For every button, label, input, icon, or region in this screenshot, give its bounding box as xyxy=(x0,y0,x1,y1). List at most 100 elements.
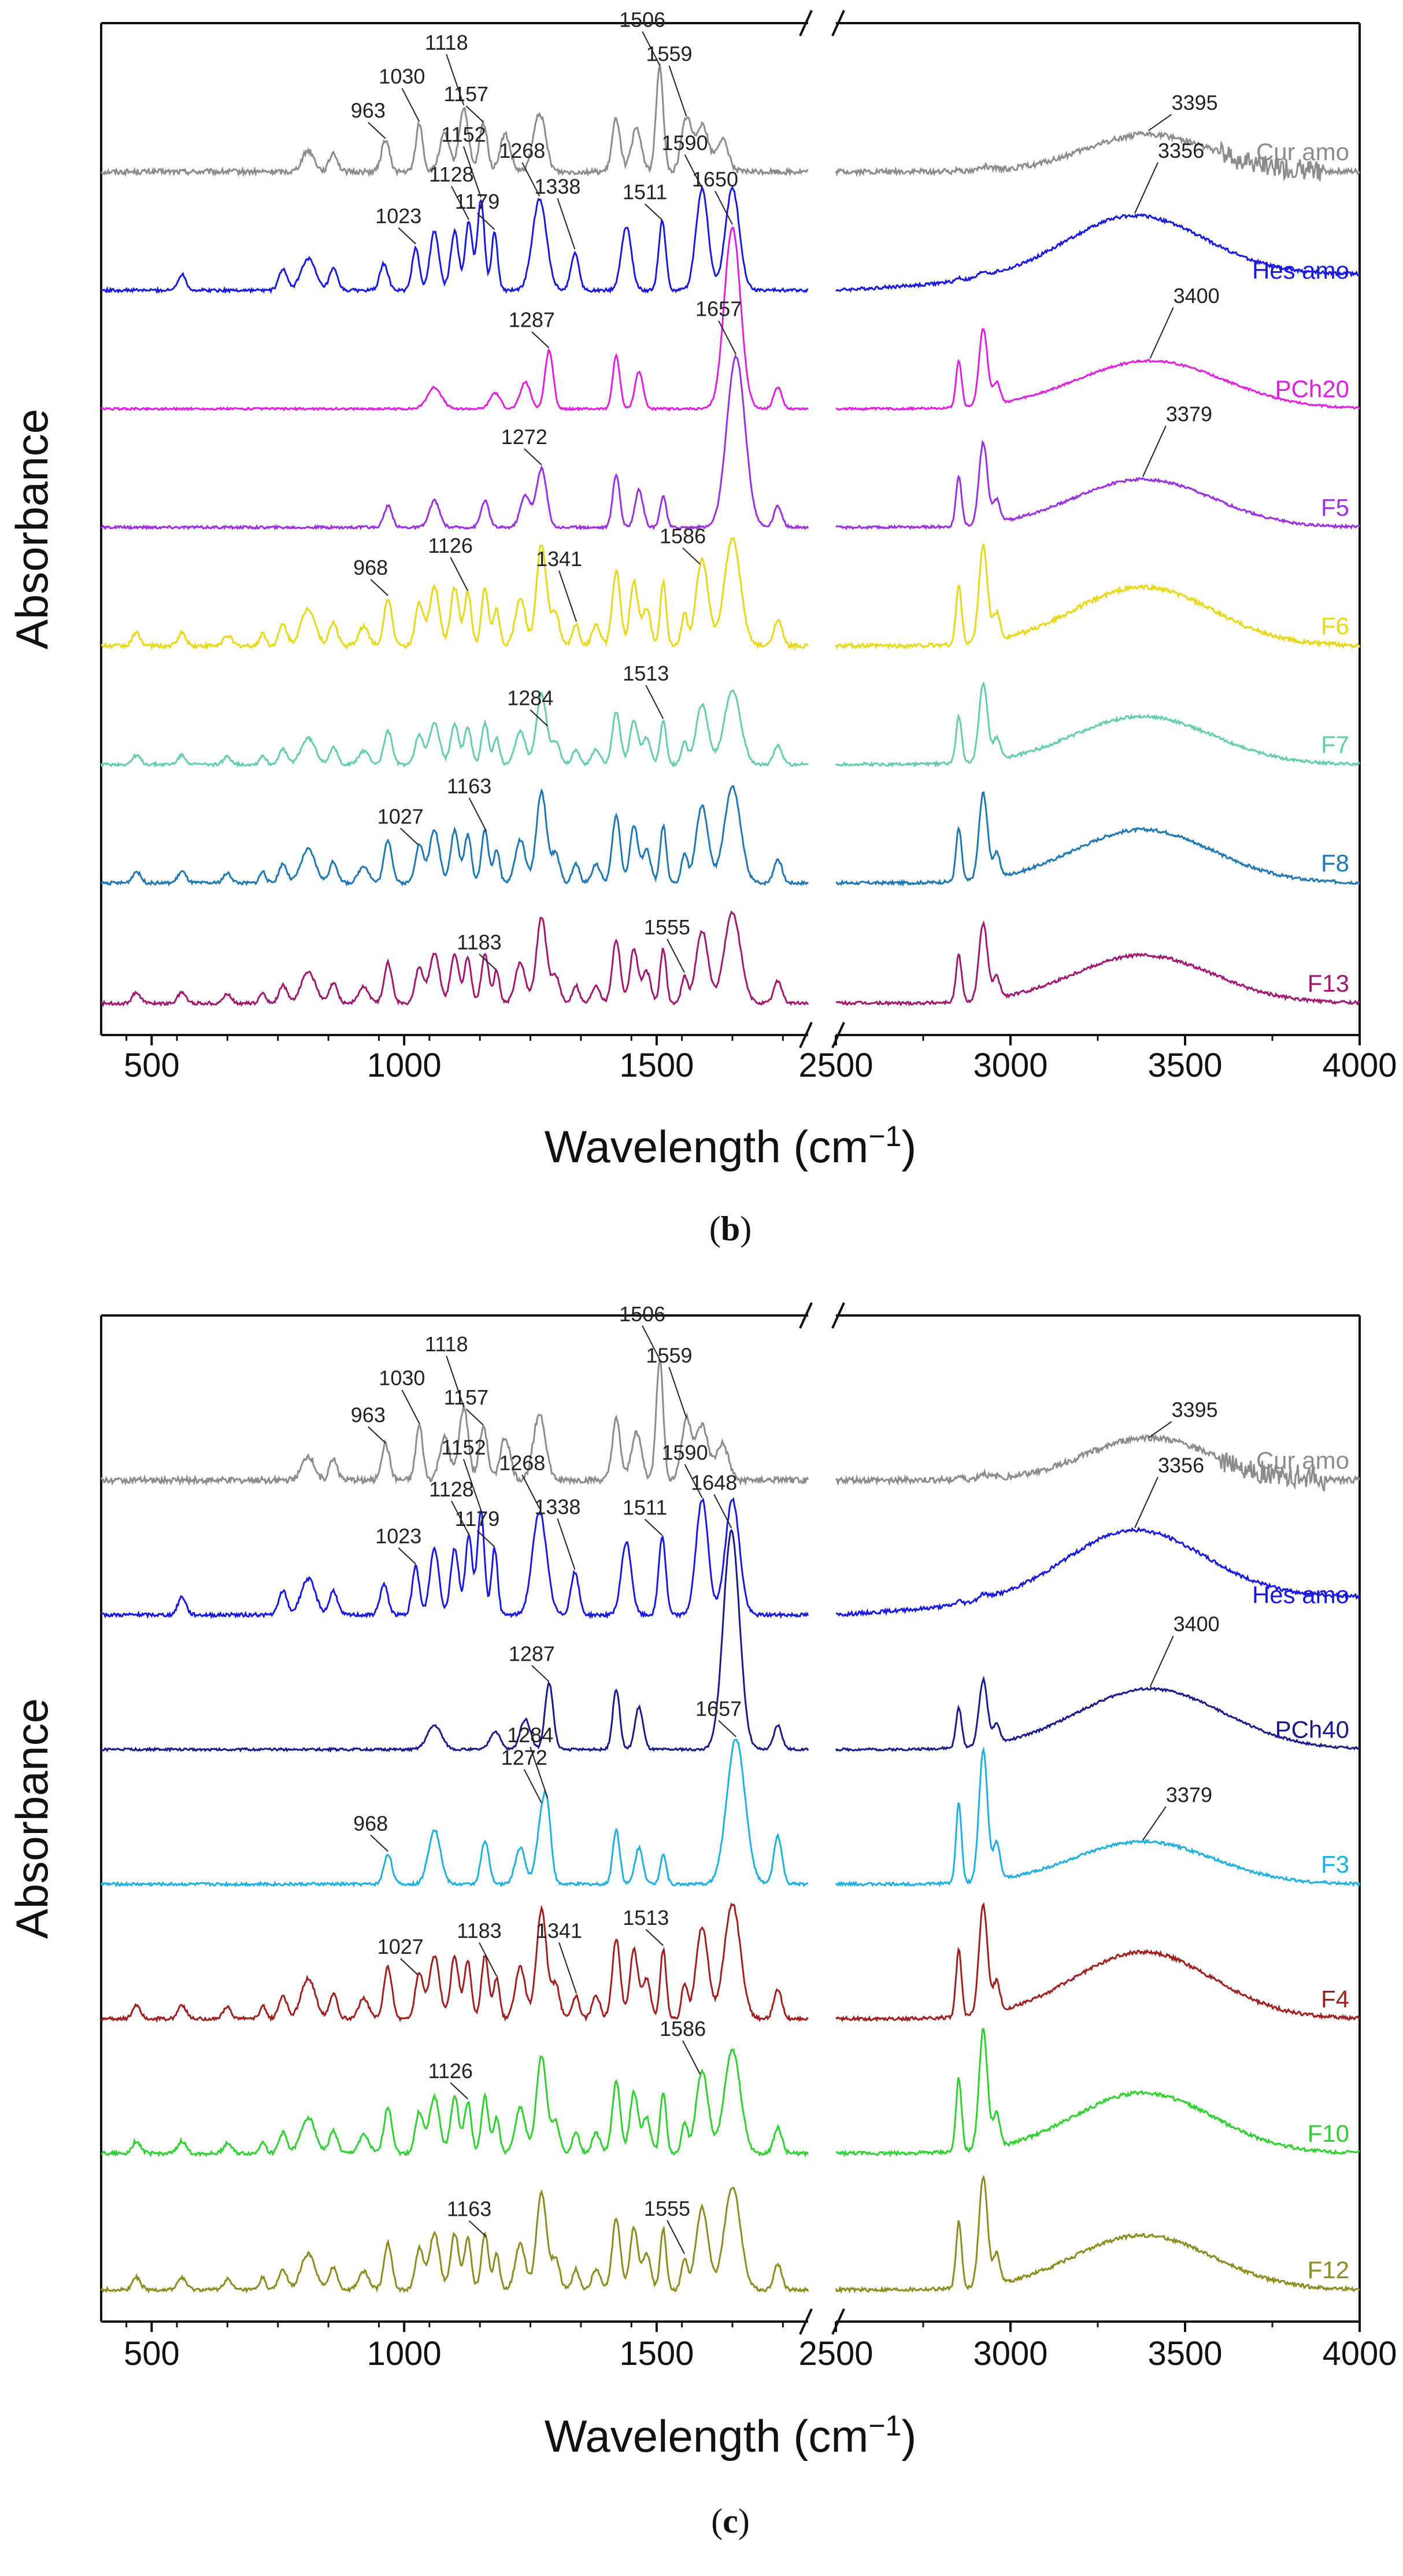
peak-leader-line xyxy=(713,1494,732,1529)
peak-leader-line xyxy=(684,154,703,189)
peak-label: 1118 xyxy=(425,31,468,54)
x-tick-label: 500 xyxy=(124,2335,180,2372)
peak-leader-line xyxy=(1142,1806,1167,1841)
peak-label: 1513 xyxy=(623,1906,669,1930)
spectrum-line-cur-amo-fingerprint xyxy=(100,63,809,178)
peak-leader-line xyxy=(370,579,388,596)
peak-leader-line xyxy=(1148,114,1172,131)
chart-panel-c: 500 1000 1500 2500 3000 3500 4000 Wavelength (c… xyxy=(6,1302,1397,2540)
axis-break-mark xyxy=(799,10,813,36)
spectrum-line-hes-amo-high-wavenumber xyxy=(835,213,1361,293)
spectrum-line-f4-fingerprint xyxy=(101,1902,809,2023)
peak-label: 1157 xyxy=(444,82,488,106)
peak-label: 1586 xyxy=(660,2017,706,2041)
spectrum-line-pch40-fingerprint xyxy=(101,1528,809,1753)
series-label: F4 xyxy=(1321,1985,1349,2012)
spectrum-line-pch20-fingerprint xyxy=(101,226,809,412)
peak-label: 1030 xyxy=(379,65,425,88)
peak-leader-line xyxy=(644,203,663,221)
peak-leader-line xyxy=(557,1518,576,1570)
peak-leader-line xyxy=(1149,1635,1174,1687)
peak-leader-line xyxy=(668,65,687,117)
spectrum-line-f8-high-wavenumber xyxy=(835,790,1361,887)
peak-label: 1284 xyxy=(507,686,553,710)
peak-label: 1023 xyxy=(375,1524,421,1548)
peak-label: 1555 xyxy=(644,915,690,939)
spectrum-line-f13-fingerprint xyxy=(101,910,809,1007)
peak-label: 1183 xyxy=(457,930,501,954)
peak-leader-line xyxy=(642,31,661,66)
peak-leader-line xyxy=(465,1409,484,1426)
spectrum-line-hes-amo-high-wavenumber xyxy=(835,1527,1361,1617)
x-tick-label: 3500 xyxy=(1147,2335,1222,2372)
spectrum-line-cur-amo-high-wavenumber xyxy=(835,130,1361,182)
peak-leader-line xyxy=(1134,162,1158,214)
peak-label: 1555 xyxy=(644,2197,690,2220)
peak-label: 1157 xyxy=(444,1385,488,1409)
peak-leader-line xyxy=(642,1325,661,1360)
peak-leader-line xyxy=(530,1746,549,1798)
spectrum-line-hes-amo-fingerprint xyxy=(101,184,809,294)
peak-label: 1650 xyxy=(692,167,738,191)
spectrum-line-hes-amo-fingerprint xyxy=(101,1496,809,1620)
peak-label: 1341 xyxy=(536,1919,582,1942)
peak-leader-line xyxy=(1149,307,1174,359)
peak-leader-line xyxy=(462,1459,482,1510)
peak-leader-line xyxy=(668,1367,687,1418)
peak-label: 1511 xyxy=(623,180,667,204)
peak-label: 3395 xyxy=(1172,1398,1218,1422)
x-tick-label: 3000 xyxy=(973,2335,1047,2372)
axis-break-mark xyxy=(831,2308,845,2335)
peak-leader-line xyxy=(450,557,469,592)
x-tick-label: 1500 xyxy=(619,1047,694,1084)
x-tick-label: 500 xyxy=(124,1047,180,1084)
peak-label: 1126 xyxy=(428,2059,473,2083)
peak-label: 3356 xyxy=(1158,139,1204,162)
axis-break-mark xyxy=(799,1302,813,1329)
peak-label: 1027 xyxy=(377,804,424,828)
spectrum-line-cur-amo-high-wavenumber xyxy=(835,1433,1361,1492)
peak-label: 1152 xyxy=(441,1435,486,1459)
spectrum-line-f3-fingerprint xyxy=(100,1738,809,1888)
axis-break-mark xyxy=(799,2308,813,2335)
spectrum-line-f6-fingerprint xyxy=(101,537,809,652)
peak-leader-line xyxy=(715,190,733,225)
spectrum-line-f5-fingerprint xyxy=(101,354,809,531)
y-axis-title: Absorbance xyxy=(6,1698,57,1939)
peak-leader-line xyxy=(1148,1421,1172,1439)
y-axis-title: Absorbance xyxy=(6,409,57,649)
peak-label: 1511 xyxy=(623,1495,667,1519)
peak-label: 1559 xyxy=(646,42,692,66)
peak-leader-line xyxy=(398,1547,416,1565)
spectrum-line-pch20-high-wavenumber xyxy=(835,328,1361,412)
peak-leader-line xyxy=(400,1958,419,1975)
peak-leader-line xyxy=(446,1355,465,1407)
spectrum-line-f7-high-wavenumber xyxy=(835,681,1361,768)
peak-leader-line xyxy=(468,2220,487,2238)
axis-break-mark xyxy=(831,1302,845,1329)
peak-label: 1152 xyxy=(441,123,486,146)
series-label: Hes amo xyxy=(1252,1581,1349,1609)
peak-leader-line xyxy=(682,2040,701,2075)
peak-leader-line xyxy=(451,1500,469,1535)
peak-label: 3379 xyxy=(1166,1783,1212,1806)
peak-label: 1183 xyxy=(457,1919,501,1943)
axis-break-mark xyxy=(831,1022,845,1048)
peak-label: 1287 xyxy=(509,308,555,332)
peak-label: 1163 xyxy=(447,774,491,798)
peak-leader-line xyxy=(521,1474,541,1509)
peak-leader-line xyxy=(476,1530,495,1547)
peak-leader-line xyxy=(462,146,482,198)
peak-label: 963 xyxy=(351,99,386,123)
series-label: F5 xyxy=(1321,494,1349,521)
peak-leader-line xyxy=(479,953,497,971)
x-axis-title: Wavelength (cm−1) xyxy=(545,2409,917,2462)
peak-leader-line xyxy=(682,547,701,565)
peak-leader-line xyxy=(718,1720,736,1738)
peak-leader-line xyxy=(523,1769,542,1803)
spectrum-line-f7-fingerprint xyxy=(100,689,809,768)
series-label: Cur amo xyxy=(1256,138,1349,165)
peak-leader-line xyxy=(398,227,416,245)
spectrum-line-f12-high-wavenumber xyxy=(835,2175,1360,2294)
